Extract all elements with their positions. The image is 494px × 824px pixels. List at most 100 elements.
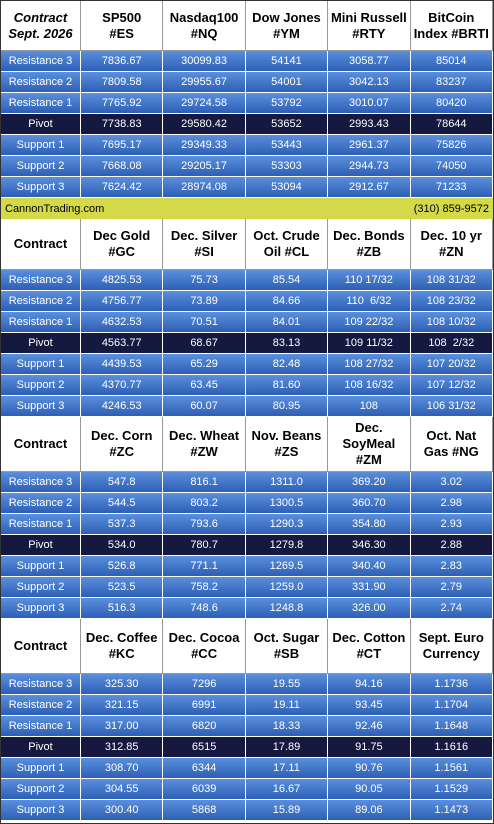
row-label: Resistance 2 [1, 291, 81, 312]
price-cell: 108 16/32 [328, 375, 411, 396]
price-cell: 4563.77 [81, 333, 164, 354]
header-line: #GC [108, 244, 136, 259]
header-cell: Dec. Cotton #CT [328, 619, 411, 674]
header-line: Sept. Euro [418, 630, 484, 645]
header-line: Oil #CL [263, 244, 310, 259]
price-cell: 317.00 [81, 716, 164, 737]
price-cell: 308.70 [81, 758, 164, 779]
price-cell: 1248.8 [245, 598, 329, 619]
price-cell: 17.11 [245, 758, 329, 779]
price-cell: 68.67 [163, 333, 246, 354]
price-cell: 6515 [163, 737, 246, 758]
price-cell: 1.1561 [410, 758, 493, 779]
header-line: #ZS [274, 444, 299, 459]
data-row: Support 1 7695.17 29349.33 53443 2961.37 7582… [1, 135, 493, 156]
price-cell: 4632.53 [81, 312, 164, 333]
header-line: Contract [13, 9, 68, 25]
price-cell: 537.3 [81, 514, 164, 535]
header-line: #CC [191, 646, 218, 661]
header-cell: Contract [1, 417, 81, 472]
row-label: Resistance 3 [1, 51, 81, 72]
price-cell: 53303 [245, 156, 329, 177]
contract-section: Contract Dec Gold #GC Dec. Silver #SI Oct. Cr… [1, 219, 493, 417]
data-row: Resistance 1 317.00 6820 18.33 92.46 1.1648 [1, 716, 493, 737]
price-cell: 106 31/32 [410, 396, 493, 417]
data-row: Support 3 300.40 5868 15.89 89.06 1.1473 [1, 800, 493, 821]
price-cell: 4756.77 [81, 291, 164, 312]
price-cell: 89.06 [328, 800, 411, 821]
header-line: #RTY [352, 25, 386, 41]
header-line: #NQ [190, 25, 218, 41]
header-line: Oct. Sugar [253, 630, 320, 645]
price-cell: 7738.83 [81, 114, 164, 135]
header-line: Gas #NG [423, 444, 479, 459]
price-cell: 6991 [163, 695, 246, 716]
header-line: Oct. Nat [426, 428, 477, 443]
price-cell: 7296 [163, 674, 246, 695]
price-cell: 54001 [245, 72, 329, 93]
row-label: Resistance 1 [1, 93, 81, 114]
price-cell: 3058.77 [328, 51, 411, 72]
price-cell: 300.40 [81, 800, 164, 821]
row-label: Support 2 [1, 375, 81, 396]
header-cell: Contract [1, 219, 81, 270]
price-cell: 17.89 [245, 737, 329, 758]
header-line: Dec. 10 yr [420, 228, 482, 243]
header-line: Dow Jones [252, 9, 321, 25]
header-line: Dec. Cotton [332, 630, 406, 645]
data-row: Support 2 304.55 6039 16.67 90.05 1.1529 [1, 779, 493, 800]
price-cell: 15.89 [245, 800, 329, 821]
price-cell: 346.30 [328, 535, 411, 556]
header-line: Dec. Coffee [85, 630, 158, 645]
price-cell: 3042.13 [328, 72, 411, 93]
price-cell: 73.89 [163, 291, 246, 312]
price-cell: 6039 [163, 779, 246, 800]
price-cell: 1279.8 [245, 535, 329, 556]
header-line: #ES [109, 25, 134, 41]
row-label: Pivot [1, 114, 81, 135]
header-cell: Dec. Coffee #KC [81, 619, 164, 674]
price-cell: 107 20/32 [410, 354, 493, 375]
row-label: Support 3 [1, 396, 81, 417]
price-cell: 748.6 [163, 598, 246, 619]
price-cell: 4370.77 [81, 375, 164, 396]
phone-number: (310) 859-9572 [413, 202, 489, 215]
header-cell: Dow Jones #YM [245, 1, 329, 51]
header-line: SP500 [102, 9, 142, 25]
price-cell: 83.13 [245, 333, 329, 354]
price-cell: 1.1704 [410, 695, 493, 716]
price-cell: 2.79 [410, 577, 493, 598]
price-cell: 110 17/32 [328, 270, 411, 291]
data-row: Support 1 4439.53 65.29 82.48 108 27/32 107 2… [1, 354, 493, 375]
price-cell: 369.20 [328, 472, 411, 493]
price-cell: 325.30 [81, 674, 164, 695]
header-line: Dec. Corn [90, 428, 153, 443]
data-row: Support 2 523.5 758.2 1259.0 331.90 2.79 [1, 577, 493, 598]
data-row: Support 2 7668.08 29205.17 53303 2944.73 7405… [1, 156, 493, 177]
price-cell: 60.07 [163, 396, 246, 417]
contract-section: Contract Dec. Corn #ZC Dec. Wheat #ZW Nov. Be… [1, 417, 493, 619]
header-line: Nasdaq100 [169, 9, 239, 25]
header-line: #SI [194, 244, 214, 259]
price-cell: 2.88 [410, 535, 493, 556]
price-cell: 2993.43 [328, 114, 411, 135]
header-line: Contract [13, 436, 68, 451]
data-row: Support 2 4370.77 63.45 81.60 108 16/32 107 1… [1, 375, 493, 396]
price-cell: 803.2 [163, 493, 246, 514]
price-cell: 304.55 [81, 779, 164, 800]
price-cell: 312.85 [81, 737, 164, 758]
price-cell: 758.2 [163, 577, 246, 598]
header-cell: Nov. Beans #ZS [245, 417, 329, 472]
header-line: Dec. Silver [170, 228, 238, 243]
row-label: Resistance 1 [1, 514, 81, 535]
header-line: Dec. Bonds [333, 228, 405, 243]
data-row: Resistance 1 537.3 793.6 1290.3 354.80 2.93 [1, 514, 493, 535]
header-cell: SP500 #ES [81, 1, 164, 51]
header-row: Contract Dec. Coffee #KC Dec. Cocoa #CC Oct. … [1, 619, 493, 674]
price-cell: 3.02 [410, 472, 493, 493]
price-cell: 1.1736 [410, 674, 493, 695]
row-label: Resistance 2 [1, 493, 81, 514]
price-cell: 29580.42 [163, 114, 246, 135]
header-cell: Oct. Nat Gas #NG [410, 417, 493, 472]
price-cell: 85.54 [245, 270, 329, 291]
